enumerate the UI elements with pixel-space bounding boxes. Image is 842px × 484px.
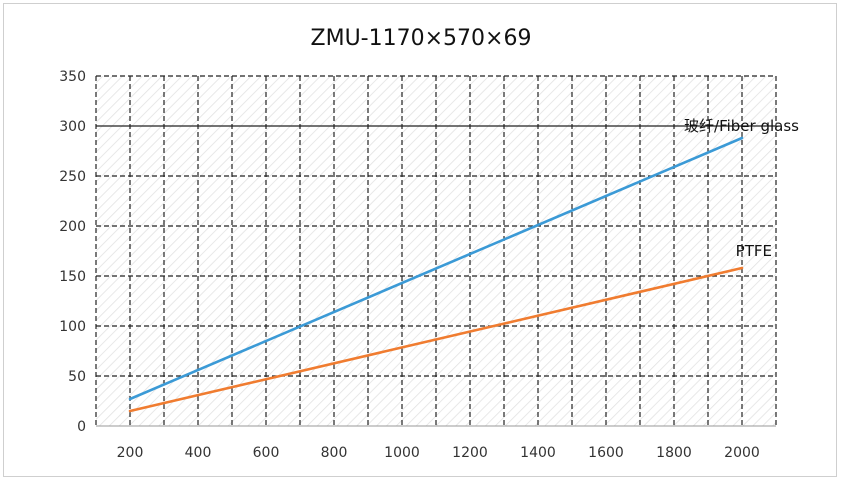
ptfe-series-line xyxy=(128,266,744,413)
y-tick-label: 0 xyxy=(77,419,86,435)
x-tick-label: 600 xyxy=(253,445,280,461)
fiberglass-series-line xyxy=(128,136,744,401)
x-tick-label: 1800 xyxy=(656,445,692,461)
y-tick-label: 300 xyxy=(59,119,86,135)
x-tick-label: 200 xyxy=(117,445,144,461)
x-tick-label: 400 xyxy=(185,445,212,461)
y-tick-label: 200 xyxy=(59,219,86,235)
x-tick-label: 1200 xyxy=(452,445,488,461)
x-tick-label: 1400 xyxy=(520,445,556,461)
x-tick-label: 2000 xyxy=(724,445,760,461)
chart-title: ZMU-1170×570×69 xyxy=(311,26,532,51)
y-tick-label: 150 xyxy=(59,269,86,285)
x-tick-label: 800 xyxy=(321,445,348,461)
x-tick-label: 1600 xyxy=(588,445,624,461)
plot-area: 0 50 100 150 200 250 300 350 200 400 600 800 1000 120… xyxy=(59,69,799,461)
fiberglass-series-label: 玻纤/Fiber glass xyxy=(684,117,799,135)
y-tick-label: 100 xyxy=(59,319,86,335)
y-tick-label: 250 xyxy=(59,169,86,185)
y-tick-label: 50 xyxy=(68,369,86,385)
ptfe-series-label: PTFE xyxy=(736,242,772,260)
y-tick-label: 350 xyxy=(59,69,86,85)
x-tick-label: 1000 xyxy=(384,445,420,461)
